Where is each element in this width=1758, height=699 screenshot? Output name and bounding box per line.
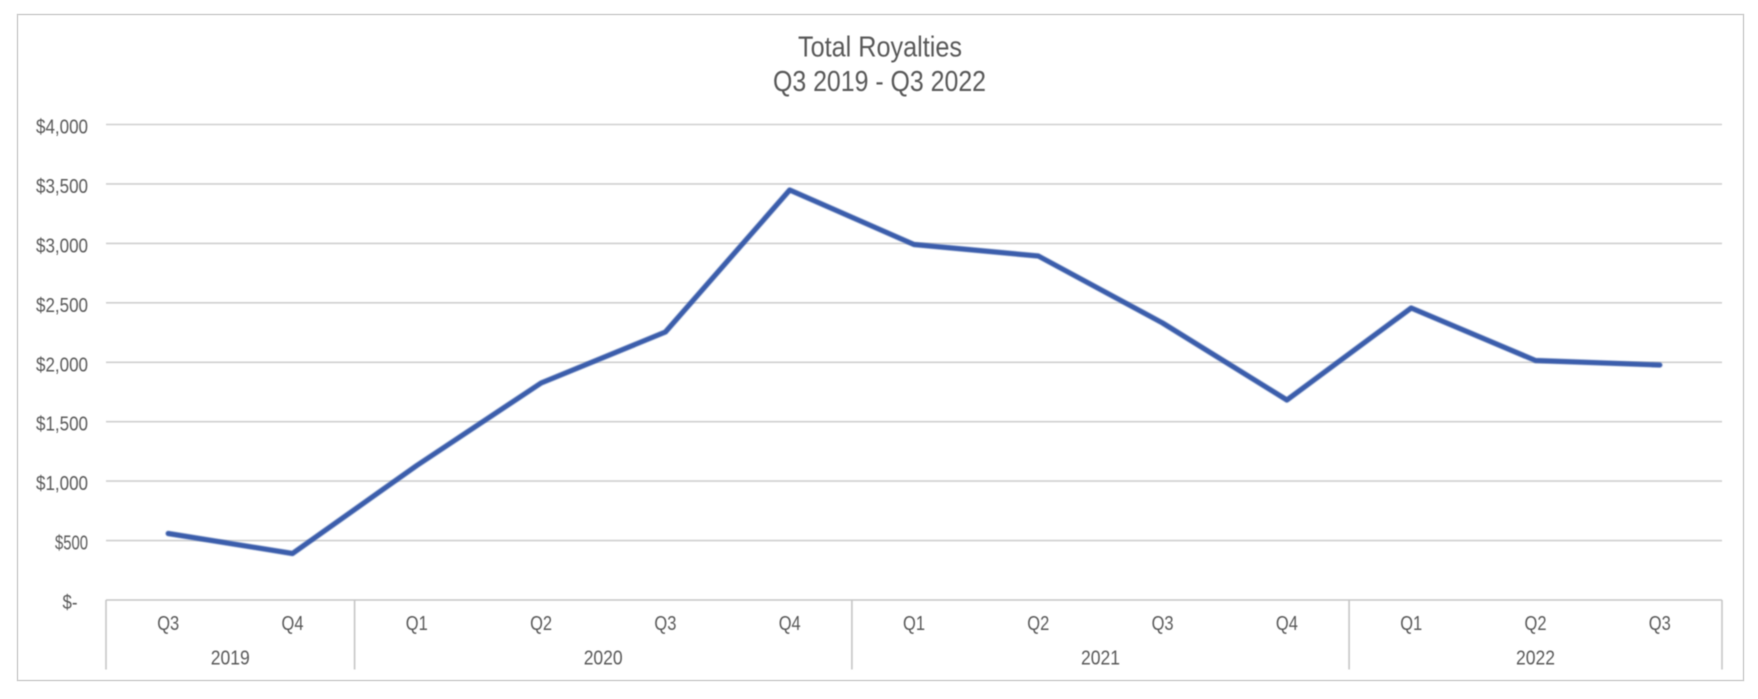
svg-text:$2,500: $2,500 [36, 295, 88, 317]
svg-text:2021: 2021 [1081, 648, 1120, 670]
svg-text:$3,000: $3,000 [36, 235, 88, 257]
svg-text:2020: 2020 [584, 648, 623, 670]
svg-text:Q2: Q2 [1027, 613, 1049, 635]
svg-text:$4,000: $4,000 [36, 117, 88, 139]
svg-text:$1,500: $1,500 [36, 414, 88, 436]
svg-text:$-: $- [63, 592, 78, 614]
svg-text:2022: 2022 [1516, 648, 1555, 670]
svg-text:$1,000: $1,000 [36, 473, 88, 495]
svg-text:Q1: Q1 [1400, 613, 1422, 635]
svg-text:Q3 2019 - Q3 2022: Q3 2019 - Q3 2022 [773, 66, 986, 98]
svg-text:$3,500: $3,500 [36, 176, 88, 198]
svg-text:Q1: Q1 [903, 613, 925, 635]
svg-text:Q4: Q4 [1276, 613, 1298, 635]
svg-text:Q3: Q3 [1649, 613, 1671, 635]
svg-text:Q4: Q4 [779, 613, 801, 635]
svg-text:Q2: Q2 [530, 613, 552, 635]
svg-text:Q1: Q1 [406, 613, 428, 635]
svg-text:$2,000: $2,000 [36, 354, 88, 376]
svg-text:Q4: Q4 [282, 613, 304, 635]
svg-text:Total Royalties: Total Royalties [798, 32, 962, 64]
svg-text:Q3: Q3 [1152, 613, 1174, 635]
svg-text:2019: 2019 [211, 648, 250, 670]
svg-text:Q3: Q3 [654, 613, 676, 635]
svg-text:$500: $500 [55, 533, 88, 555]
svg-text:Q3: Q3 [157, 613, 179, 635]
svg-text:Q2: Q2 [1525, 613, 1547, 635]
